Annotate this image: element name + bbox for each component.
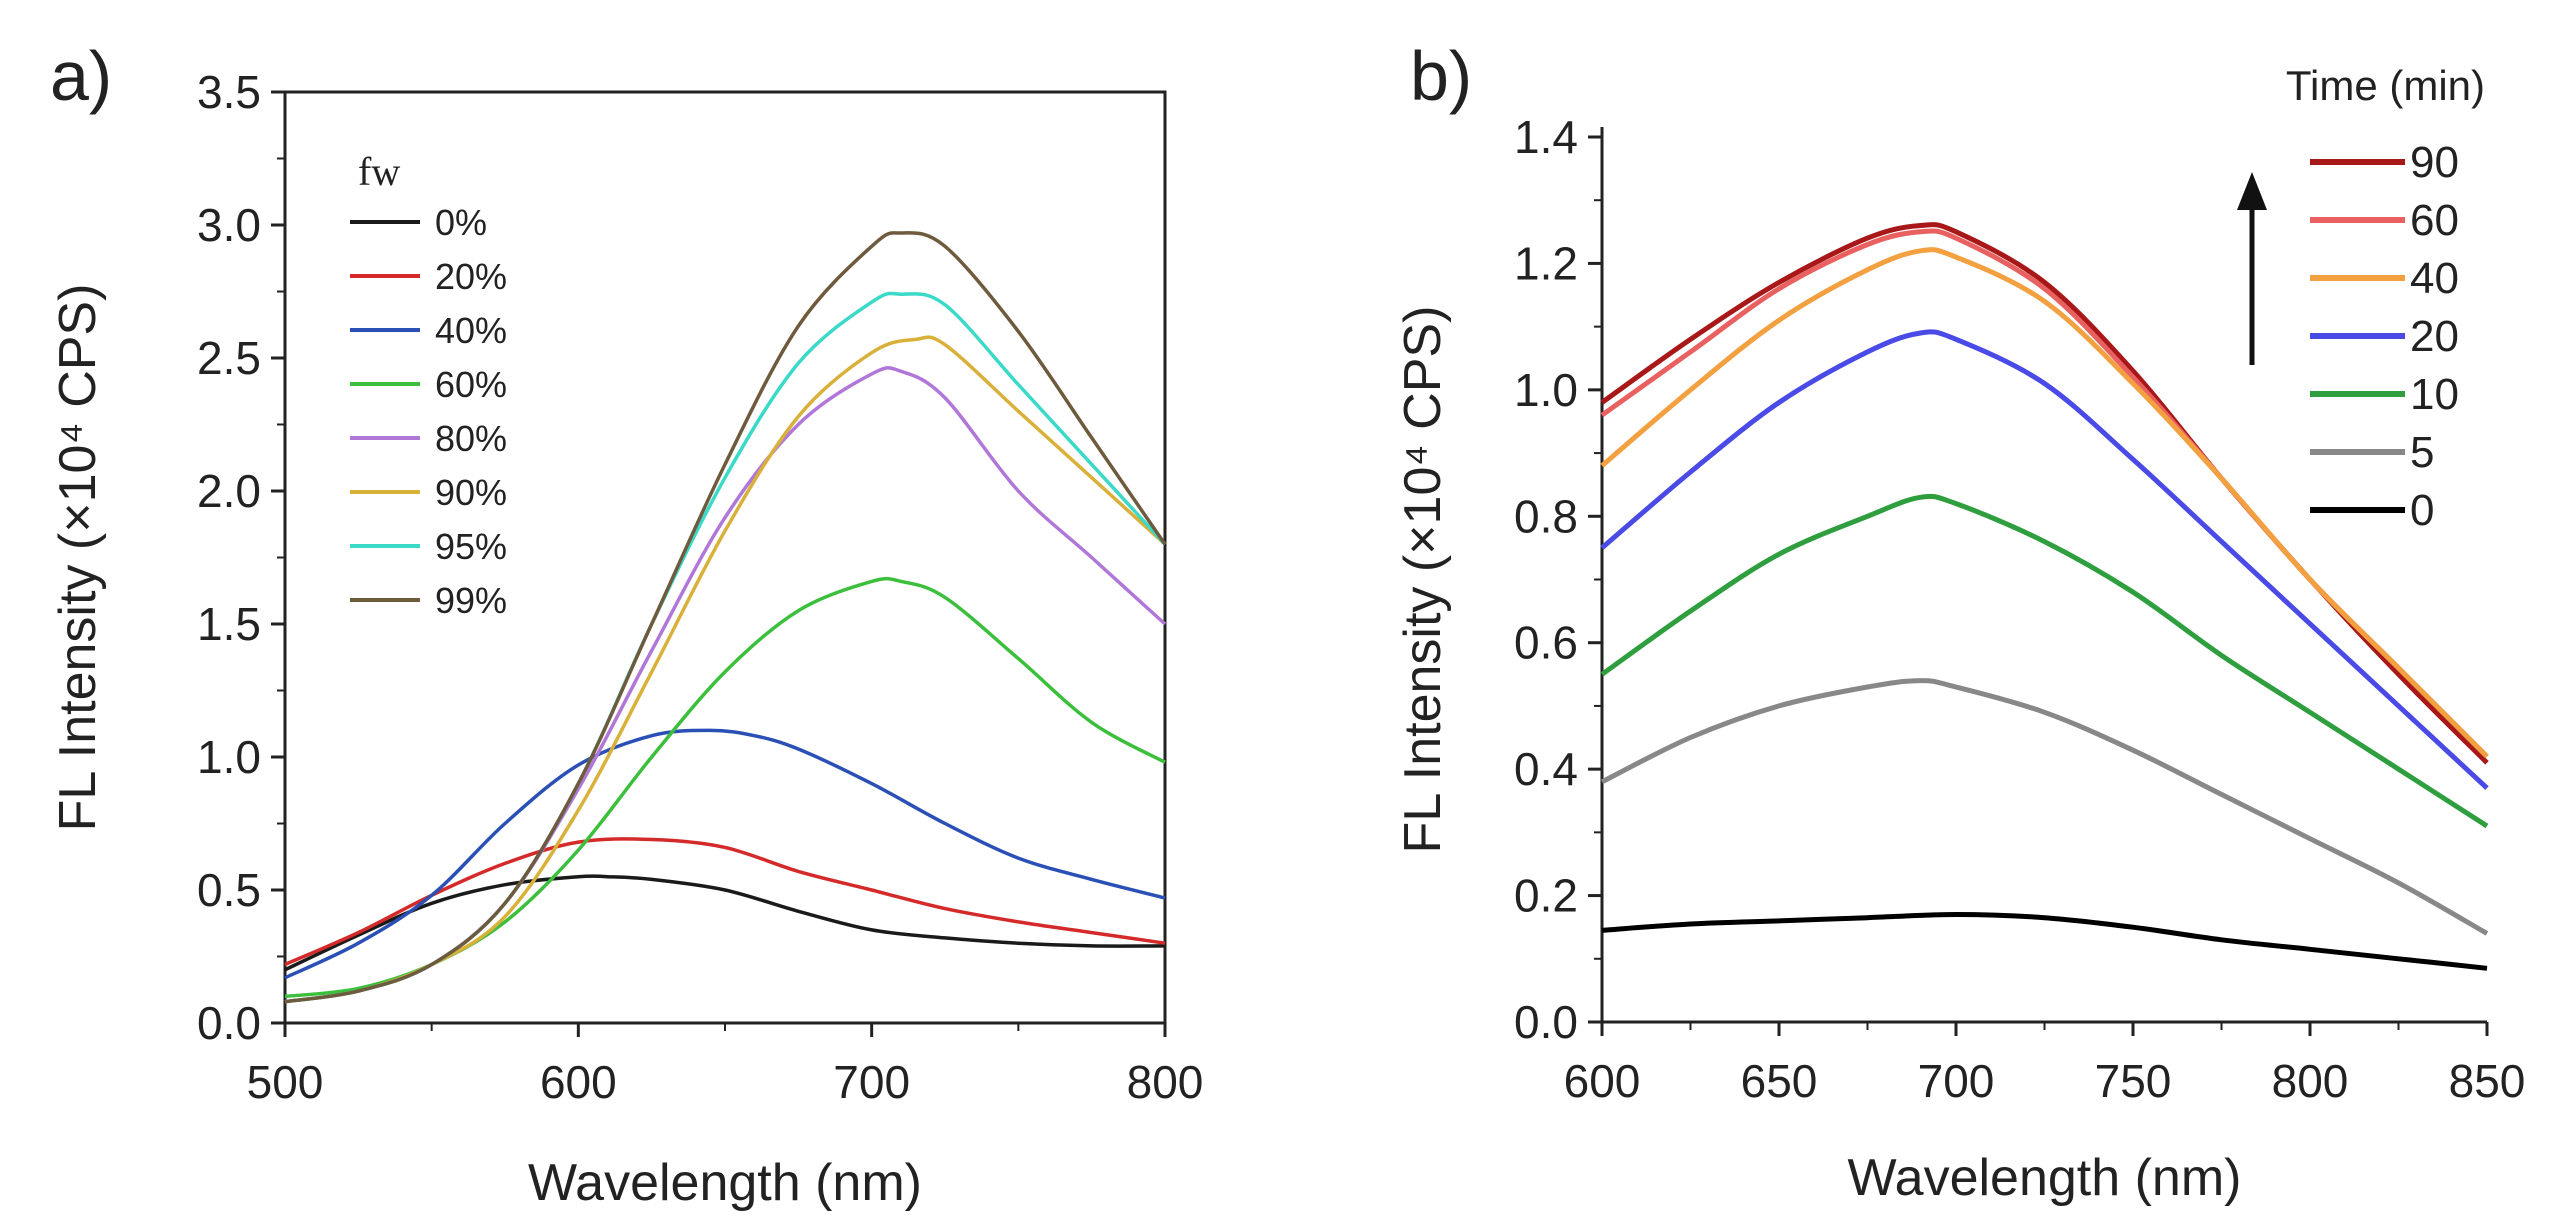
series-line-40pct (284, 728, 1166, 980)
y-tick-label: 0.6 (1514, 617, 1578, 669)
panel-label: b) (1410, 37, 1472, 115)
series-lines (1600, 222, 2489, 971)
y-tick-label: 0.0 (197, 997, 261, 1049)
legend-label: 90 (2410, 138, 2459, 187)
series-line-90 (1600, 222, 2489, 765)
series-line-95pct (284, 291, 1167, 1004)
y-tick-label: 1.4 (1514, 111, 1578, 163)
x-tick-label: 800 (2272, 1055, 2349, 1107)
y-tick-label: 1.5 (197, 598, 261, 650)
legend-label: 0% (435, 202, 487, 243)
legend-title: Time (min) (2286, 62, 2485, 109)
x-tick-label: 600 (540, 1056, 617, 1108)
y-axis-title: FL Intensity (×10⁴ CPS) (1394, 306, 1452, 854)
series-line-0 (1601, 912, 2488, 971)
x-tick-label: 500 (247, 1056, 324, 1108)
x-tick-label: 650 (1741, 1055, 1818, 1107)
legend-label: 80% (435, 418, 507, 459)
legend: fw 0% 20% 40% 60% 80% 90% 95% 99% (350, 149, 507, 621)
x-tick-label: 850 (2449, 1055, 2526, 1107)
arrow-up-icon (2237, 172, 2267, 365)
y-axis-title: FL Intensity (×10⁴ CPS) (49, 284, 107, 832)
legend-label: 20% (435, 256, 507, 297)
series-line-5 (1600, 678, 2489, 936)
legend-label: 99% (435, 580, 507, 621)
legend-label: 40% (435, 310, 507, 351)
y-tick-label: 1.0 (1514, 364, 1578, 416)
panel-b: b)600 650 700 750 800 8500.00.20.40.60.81.01.… (1394, 37, 2525, 1207)
y-tick-label: 0.0 (1514, 996, 1578, 1048)
x-axis-title: Wavelength (nm) (528, 1154, 922, 1212)
x-tick-label: 700 (833, 1056, 910, 1108)
x-tick-label: 700 (1918, 1055, 1995, 1107)
y-tick-label: 2.0 (197, 465, 261, 517)
legend-label: 90% (435, 472, 507, 513)
plot-frame (283, 90, 1167, 1025)
series-line-10 (1600, 493, 2489, 829)
legend-label: 95% (435, 526, 507, 567)
series-line-90pct (284, 335, 1167, 1004)
y-tick-label: 1.0 (197, 731, 261, 783)
legend-label: 5 (2410, 428, 2434, 477)
x-tick-label: 750 (2095, 1055, 2172, 1107)
x-axis-title: Wavelength (nm) (1848, 1149, 2242, 1207)
x-tick-label: 800 (1127, 1056, 1204, 1108)
axes: 600 650 700 750 800 8500.00.20.40.60.81.01.21… (1514, 111, 2525, 1107)
series-line-60pct (284, 576, 1166, 999)
legend-label: 40 (2410, 254, 2459, 303)
legend-title: fw (358, 149, 400, 194)
y-tick-label: 0.5 (197, 864, 261, 916)
legend: Time (min) 90 60 40 20 10 5 0 (2237, 62, 2485, 535)
series-line-20 (1600, 329, 2489, 790)
series-lines (284, 231, 1167, 1004)
series-line-0pct (284, 874, 1166, 972)
y-tick-label: 2.5 (197, 332, 261, 384)
series-line-99pct (284, 231, 1167, 1004)
series-line-40 (1600, 247, 2489, 759)
y-tick-label: 0.4 (1514, 743, 1578, 795)
y-tick-label: 0.2 (1514, 870, 1578, 922)
x-tick-label: 600 (1564, 1055, 1641, 1107)
legend-label: 60 (2410, 196, 2459, 245)
y-tick-label: 3.0 (197, 199, 261, 251)
legend-label: 0 (2410, 486, 2434, 535)
y-tick-label: 0.8 (1514, 490, 1578, 542)
y-tick-label: 3.5 (197, 66, 261, 118)
legend-label: 10 (2410, 370, 2459, 419)
panel-a: a) 500 600 700 800 0.0 0.5 1.0 1.5 2.0 2.5 3.0 3.5 Wa… (49, 37, 1203, 1212)
y-tick-label: 1.2 (1514, 237, 1578, 289)
axes: 500 600 700 800 0.0 0.5 1.0 1.5 2.0 2.5 3.0 3.5 (197, 66, 1203, 1108)
legend-label: 20 (2410, 312, 2459, 361)
legend-label: 60% (435, 364, 507, 405)
panel-label: a) (50, 37, 112, 115)
